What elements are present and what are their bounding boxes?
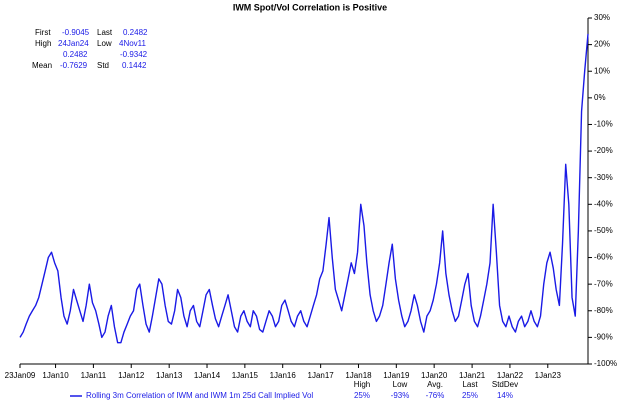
stat-label: Std [97, 61, 109, 70]
stat-label: First [35, 28, 51, 37]
y-tick-label: 10% [594, 66, 610, 75]
x-tick-label: 1Jan13 [156, 371, 183, 380]
series-line [19, 33, 589, 344]
x-tick-label: 23Jan09 [5, 371, 36, 380]
x-tick-label: 1Jan23 [535, 371, 562, 380]
y-tick-label: 20% [594, 40, 610, 49]
stat-value: 0.1442 [122, 61, 147, 70]
stat-value: 0.2482 [123, 28, 148, 37]
y-tick-label: -20% [594, 146, 613, 155]
stat-label: Low [97, 39, 112, 48]
y-tick-label: -90% [594, 332, 613, 341]
legend-stat-header: StdDev [492, 380, 518, 389]
stat-value: 4Nov11 [119, 39, 147, 48]
y-tick-label: -50% [594, 226, 613, 235]
y-tick-label: 30% [594, 13, 610, 22]
legend-stat-value: 25% [354, 391, 370, 400]
legend-stat-header: Low [393, 380, 408, 389]
stat-value: -0.7629 [60, 61, 88, 70]
stat-value: 0.2482 [63, 50, 88, 59]
stat-label: High [35, 39, 51, 48]
y-tick-label: 0% [594, 93, 606, 102]
y-tick-label: -60% [594, 253, 613, 262]
y-tick-label: -40% [594, 199, 613, 208]
x-tick-label: 1Jan18 [345, 371, 372, 380]
x-tick-label: 1Jan16 [270, 371, 297, 380]
stat-label: Mean [32, 61, 52, 70]
legend-stat-value: 25% [462, 391, 478, 400]
x-tick-label: 1Jan19 [383, 371, 410, 380]
x-tick-label: 1Jan22 [497, 371, 524, 380]
x-tick-label: 1Jan17 [308, 371, 335, 380]
legend-stat-header: Avg. [427, 380, 443, 389]
x-tick-label: 1Jan12 [118, 371, 145, 380]
stat-label: Last [97, 28, 113, 37]
legend-stat-value: -76% [426, 391, 445, 400]
legend-label: Rolling 3m Correlation of IWM and IWM 1m… [86, 391, 313, 400]
y-tick-label: -70% [594, 279, 613, 288]
x-tick-label: 1Jan20 [421, 371, 448, 380]
chart-title: IWM Spot/Vol Correlation is Positive [233, 2, 387, 12]
stat-value: 24Jan24 [58, 39, 89, 48]
x-tick-label: 1Jan15 [232, 371, 259, 380]
y-tick-label: -10% [594, 120, 613, 129]
stat-value: -0.9342 [120, 50, 148, 59]
x-tick-label: 1Jan21 [459, 371, 486, 380]
x-tick-label: 1Jan10 [42, 371, 69, 380]
y-tick-label: -30% [594, 173, 613, 182]
legend-stat-header: Last [462, 380, 478, 389]
legend-stat-header: High [354, 380, 370, 389]
legend-stat-value: 14% [497, 391, 513, 400]
x-tick-label: 1Jan11 [81, 371, 107, 380]
y-tick-label: -100% [594, 359, 617, 368]
stat-value: -0.9045 [62, 28, 90, 37]
legend-stat-value: -93% [391, 391, 410, 400]
legend: Rolling 3m Correlation of IWM and IWM 1m… [70, 391, 313, 400]
stats-box: First -0.9045 Last 0.2482 High 24Jan24 L… [32, 28, 148, 70]
y-tick-label: -80% [594, 306, 613, 315]
x-tick-label: 1Jan14 [194, 371, 221, 380]
